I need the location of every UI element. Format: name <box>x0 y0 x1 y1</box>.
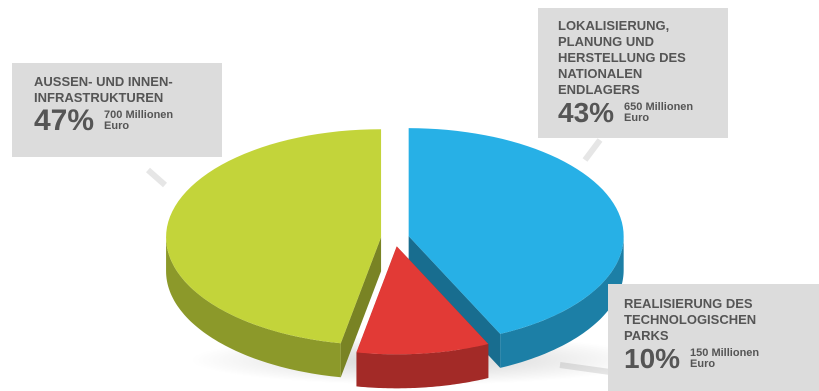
callout-infrastructure: AUSSEN- UND INNEN- INFRASTRUKTUREN 47% 7… <box>12 63 222 157</box>
label-line: INFRASTRUKTUREN <box>34 90 164 105</box>
callout-endlager-label: LOKALISIERUNG, PLANUNG UND HERSTELLUNG D… <box>558 18 728 98</box>
percent-value: 10% <box>624 343 681 374</box>
pie-slice-side <box>500 236 624 368</box>
amount-line: 650 Millionen <box>624 101 694 113</box>
leader-infra <box>146 167 167 188</box>
callout-infrastructure-label: AUSSEN- UND INNEN- INFRASTRUKTUREN <box>34 74 222 106</box>
amount-line: 150 Millionen <box>690 347 760 359</box>
label-line: REALISIERUNG DES <box>624 296 753 311</box>
label-line: NATIONALEN <box>558 66 643 81</box>
label-line: TECHNOLOGISCHEN <box>624 312 757 327</box>
pie-slice-top <box>408 128 624 334</box>
pie-slice-wall <box>340 237 382 378</box>
pie-slice-side <box>356 344 489 389</box>
amount-value: 650 Millionen Euro <box>624 102 693 124</box>
percent-value: 47% <box>34 104 95 137</box>
amount-value: 700 Millionen Euro <box>104 110 173 132</box>
amount-line: Euro <box>104 120 130 132</box>
amount-line: 700 Millionen <box>104 109 174 121</box>
amount-line: Euro <box>624 112 650 124</box>
leader-endlager <box>582 138 603 162</box>
amount-line: Euro <box>690 358 716 370</box>
amount-value: 150 Millionen Euro <box>690 348 759 370</box>
pie-slice-side <box>166 237 341 378</box>
label-line: HERSTELLUNG DES <box>558 50 686 65</box>
pie-slice <box>166 129 382 378</box>
label-line: ENDLAGERS <box>558 82 640 97</box>
label-line: LOKALISIERUNG, <box>558 18 670 33</box>
callout-endlager: LOKALISIERUNG, PLANUNG UND HERSTELLUNG D… <box>538 8 728 138</box>
pie-slice <box>356 246 489 389</box>
label-line: AUSSEN- UND INNEN- <box>34 74 173 89</box>
label-line: PARKS <box>624 328 669 343</box>
callout-parks: REALISIERUNG DES TECHNOLOGISCHEN PARKS 1… <box>608 284 819 391</box>
pie-slice-top <box>166 129 382 344</box>
label-line: PLANUNG UND <box>558 34 655 49</box>
percent-value: 43% <box>558 97 615 128</box>
pie-slice-top <box>356 246 489 355</box>
callout-parks-label: REALISIERUNG DES TECHNOLOGISCHEN PARKS <box>624 296 819 344</box>
